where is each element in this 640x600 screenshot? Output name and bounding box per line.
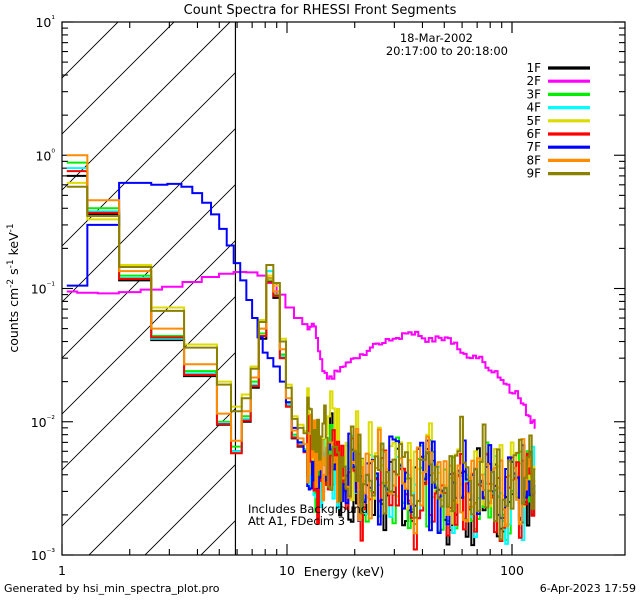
series-line-9f: [66, 185, 536, 541]
legend-label-7f: 7F: [526, 140, 541, 154]
x-axis-label: Energy (keV): [304, 564, 385, 579]
page-title: Count Spectra for RHESSI Front Segments: [184, 3, 457, 18]
legend-label-8f: 8F: [526, 153, 541, 167]
y-tick-label: 10⁻³: [31, 548, 56, 563]
y-tick-label: 10⁰: [35, 148, 55, 163]
series-line-6f: [66, 170, 536, 551]
annotation-includes-background: Includes Background: [248, 502, 368, 516]
observation-date: 18-Mar-2002: [400, 31, 473, 45]
x-tick-label: 1: [58, 563, 66, 578]
legend-label-4f: 4F: [526, 101, 541, 115]
x-tick-label: 100: [500, 563, 524, 578]
legend-label-1f: 1F: [526, 61, 541, 75]
y-axis-label: counts cm-2 s-1 keV-1: [6, 223, 21, 352]
footer-timestamp: 6-Apr-2023 17:59: [540, 582, 636, 595]
footer-generator: Generated by hsi_min_spectra_plot.pro: [4, 582, 220, 595]
observation-time-range: 20:17:00 to 20:18:00: [386, 44, 508, 58]
axis-ticks: [61, 21, 625, 556]
x-tick-labels: 1 10 100: [58, 563, 524, 578]
y-tick-label: 10¹: [35, 15, 55, 30]
legend-label-3f: 3F: [526, 87, 541, 101]
legend-label-5f: 5F: [526, 114, 541, 128]
legend-label-9f: 9F: [526, 167, 541, 181]
y-tick-label: 10⁻²: [31, 415, 56, 430]
data-series: [66, 154, 536, 551]
annotation-attenuator: Att A1, FDecim 3: [248, 514, 345, 528]
legend-label-2f: 2F: [526, 74, 541, 88]
x-tick-label: 10: [279, 563, 295, 578]
y-tick-labels: 10¹ 10⁰ 10⁻¹ 10⁻² 10⁻³: [31, 15, 56, 563]
legend-label-6f: 6F: [526, 127, 541, 141]
hatched-region: [62, 22, 237, 555]
y-tick-label: 10⁻¹: [31, 282, 56, 297]
series-line-2f: [66, 271, 536, 429]
